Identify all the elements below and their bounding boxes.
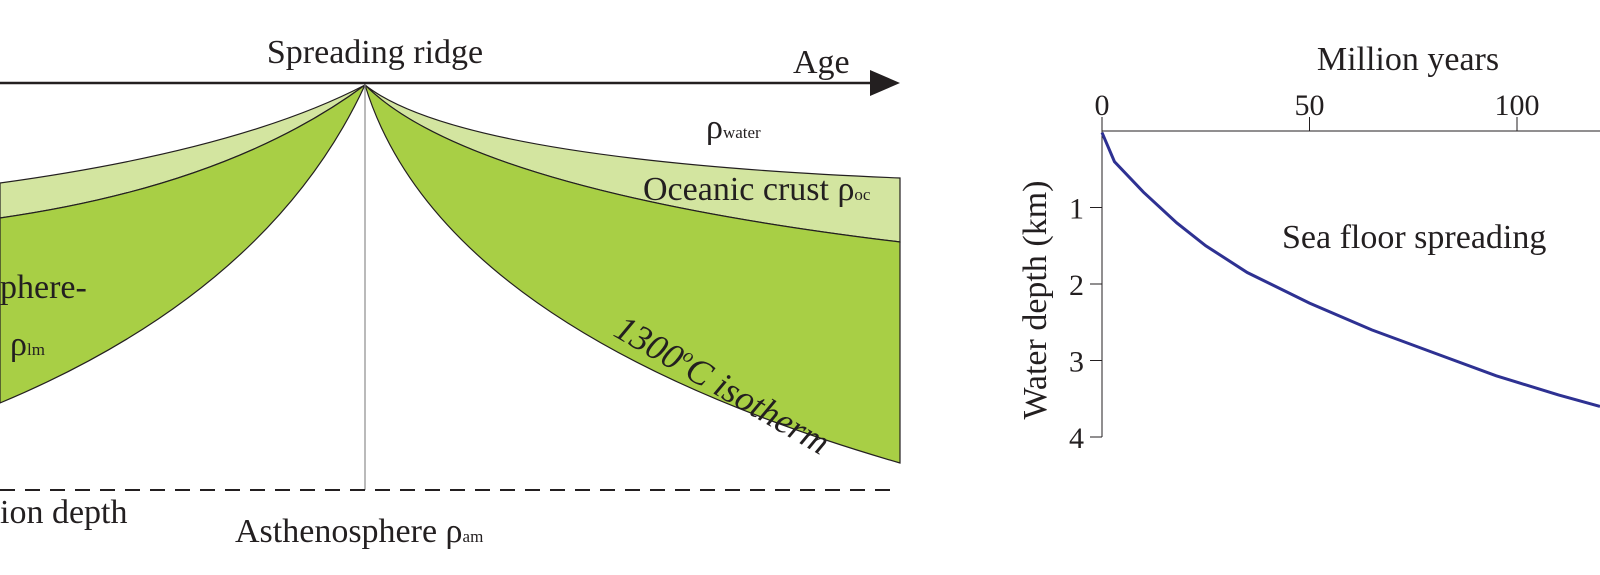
chart-x-ticks: 0 50 100	[1095, 89, 1540, 131]
age-label: Age	[793, 44, 850, 81]
y-tick-label: 2	[1069, 269, 1084, 302]
water-subscript: water	[723, 123, 761, 142]
asthenosphere-subscript: am	[463, 527, 484, 546]
left-lithosphere-layer	[0, 84, 366, 404]
spreading-ridge-label: Spreading ridge	[267, 34, 483, 71]
depth-age-chart: Million years Water depth (km) Sea floor…	[1017, 41, 1600, 455]
x-tick-label: 50	[1295, 89, 1325, 122]
x-tick-label: 0	[1095, 89, 1110, 122]
compensation-depth-label: ion depth	[0, 494, 127, 531]
chart-y-ticks: 1 2 3 4	[1069, 193, 1102, 455]
y-tick-label: 4	[1069, 422, 1084, 455]
oceanic-crust-subscript: oc	[854, 185, 871, 204]
asthenosphere-label: Asthenosphere ρam	[235, 513, 483, 550]
age-arrow-head-icon	[870, 70, 900, 96]
oceanic-crust-label: Oceanic crust ρoc	[643, 171, 871, 208]
chart-x-axis-label: Million years	[1317, 41, 1499, 78]
water-rho-symbol: ρ	[706, 109, 723, 146]
ridge-cross-section: Spreading ridge Age ρwater Oceanic crust…	[0, 34, 901, 550]
y-tick-label: 1	[1069, 193, 1084, 226]
oceanic-crust-text: Oceanic crust ρ	[643, 171, 854, 208]
x-tick-label: 100	[1495, 89, 1540, 122]
depth-curve-line	[1100, 131, 1600, 408]
chart-annotation: Sea floor spreading	[1282, 219, 1546, 256]
lithosphere-rho-symbol: ρ	[10, 326, 27, 363]
y-tick-label: 3	[1069, 346, 1084, 379]
water-density-label: ρwater	[706, 109, 761, 146]
lithosphere-label-fragment: phere-	[0, 269, 87, 306]
chart-y-axis-label: Water depth (km)	[1017, 181, 1054, 420]
lithosphere-density-label: ρlm	[10, 326, 45, 363]
lithosphere-subscript: lm	[27, 340, 45, 359]
asthenosphere-text: Asthenosphere ρ	[235, 513, 463, 550]
right-lithosphere-layer	[364, 84, 901, 464]
